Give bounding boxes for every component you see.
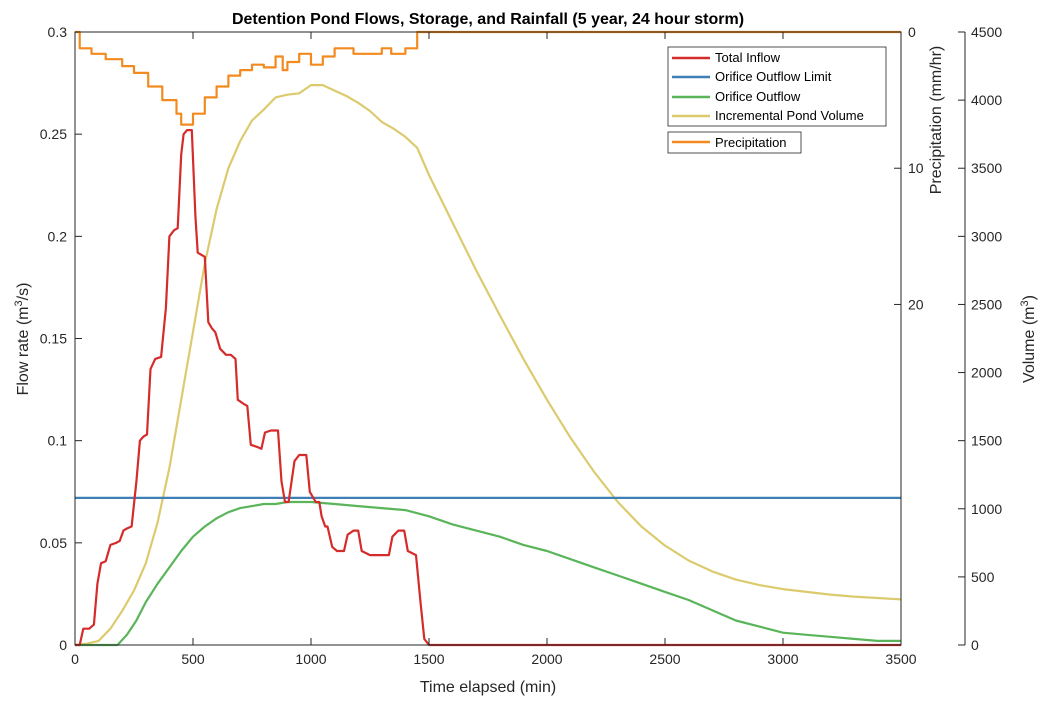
left-axis-ticks: 0 0.05 0.1 0.15 0.2 0.25 0.3 [40,24,82,653]
volume-axis-label-tail: ) [1021,295,1038,300]
left-axis-label-tail: /s) [15,283,32,301]
legend-label-orifice-outflow: Orifice Outflow [715,89,801,104]
volume-tick-label: 4000 [971,92,1002,108]
left-tick-label: 0.25 [40,126,67,142]
left-axis-label-sup: 3 [13,300,25,306]
volume-axis-ticks: 0 500 1000 1500 2000 2500 3000 3500 4000 4500 [958,24,1002,653]
series-line-precipitation [75,30,901,126]
left-tick-label: 0.05 [40,535,67,551]
legend-label-total-inflow: Total Inflow [715,50,781,65]
volume-tick-label: 4500 [971,24,1002,40]
volume-tick-label: 500 [971,569,995,585]
chart-title: Detention Pond Flows, Storage, and Rainf… [232,11,744,28]
volume-tick-label: 2500 [971,296,1002,312]
precip-tick-label: 0 [908,24,916,40]
x-tick-label: 3500 [885,651,916,667]
x-tick-label: 2000 [531,651,562,667]
precip-axis-label: Precipitation (mm/hr) [928,46,945,194]
volume-tick-label: 3500 [971,160,1002,176]
left-tick-label: 0 [59,637,67,653]
legend-label-incremental-pond-volume: Incremental Pond Volume [715,108,864,123]
legend-main: Total Inflow Orifice Outflow Limit Orifi… [667,46,887,127]
left-tick-label: 0.15 [40,331,67,347]
legend-main-box [667,46,887,127]
x-axis-ticks: 0 500 1000 1500 2000 2500 3000 3500 [71,32,917,667]
volume-tick-label: 2000 [971,365,1002,381]
legend-precip: Precipitation [667,131,802,154]
x-tick-label: 1000 [295,651,326,667]
x-tick-label: 2500 [649,651,680,667]
volume-tick-label: 1500 [971,433,1002,449]
x-tick-label: 3000 [767,651,798,667]
volume-axis-label: Volume (m3) [1019,295,1038,383]
series-line-incremental-pond-volume [74,84,902,647]
x-axis-label: Time elapsed (min) [420,679,556,696]
left-tick-label: 0.2 [48,228,68,244]
precip-axis-ticks: 0 10 20 [894,24,924,312]
x-tick-label: 500 [181,651,205,667]
volume-tick-label: 1000 [971,501,1002,517]
left-axis-label: Flow rate (m3/s) [13,283,32,396]
legend-label-orifice-outflow-limit: Orifice Outflow Limit [715,69,832,84]
series-line-total-inflow [75,129,901,647]
volume-tick-label: 3000 [971,228,1002,244]
precip-tick-label: 20 [908,296,924,312]
left-tick-label: 0.1 [48,433,68,449]
x-tick-label: 1500 [413,651,444,667]
legend-precip-box [667,131,802,154]
volume-axis-label-sup: 3 [1019,300,1031,306]
legend-label-precipitation: Precipitation [715,135,787,150]
x-tick-label: 0 [71,651,79,667]
precip-tick-label: 10 [908,160,924,176]
volume-axis-label-main: Volume (m [1021,306,1038,382]
left-tick-label: 0.3 [48,24,68,40]
series-layer [74,30,902,647]
volume-tick-label: 0 [971,637,979,653]
series-line-orifice-outflow [75,500,901,647]
left-axis-label-main: Flow rate (m [15,307,32,396]
